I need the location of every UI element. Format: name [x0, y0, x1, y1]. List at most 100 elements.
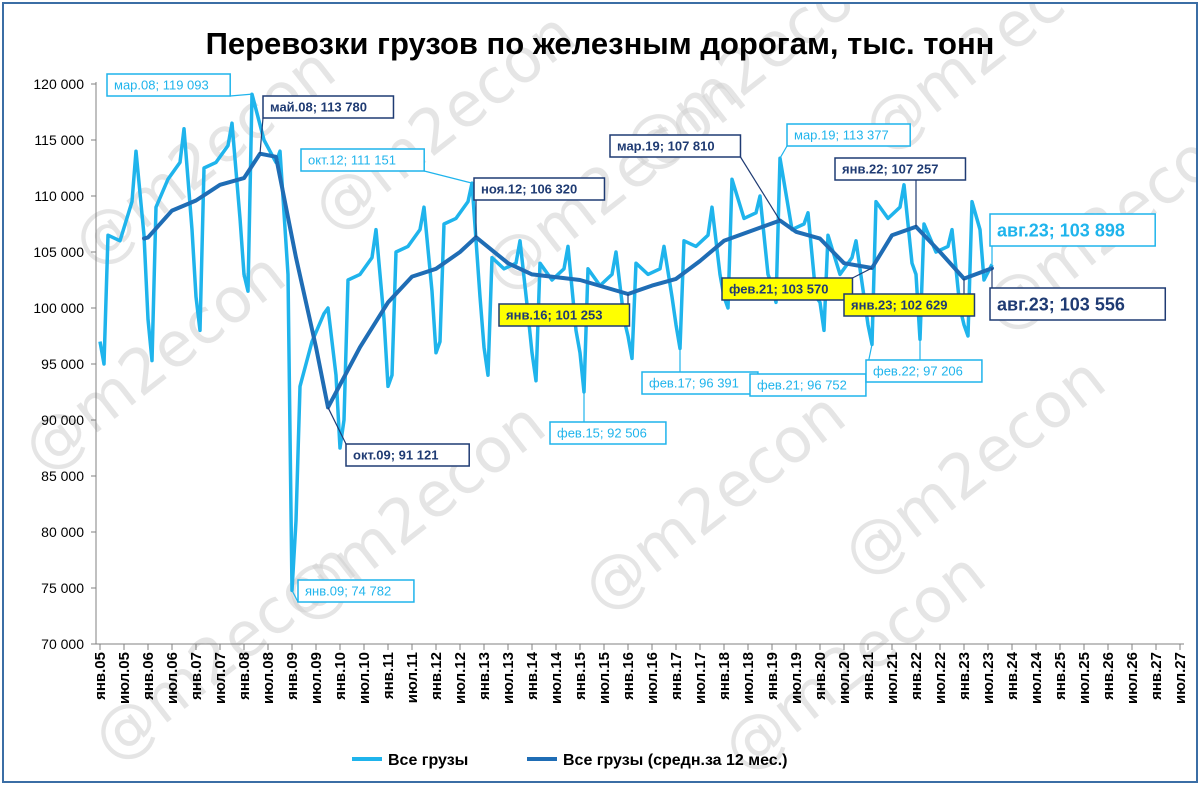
- annotation-a15: фев.22; 97 206: [865, 339, 983, 383]
- x-tick-label: июл.26: [1124, 652, 1141, 704]
- x-tick-label: июл.20: [836, 652, 853, 704]
- x-tick-label: июл.10: [356, 652, 373, 704]
- y-tick-label: 85 000: [41, 468, 84, 484]
- x-tick-label: июл.19: [788, 652, 805, 704]
- annotation-text: янв.23; 102 629: [851, 298, 947, 313]
- annotation-box: [834, 157, 967, 181]
- y-tick-label: 95 000: [41, 356, 84, 372]
- annotation-a5: мар.19; 107 810: [609, 134, 781, 221]
- annotation-text: окт.12; 111 151: [308, 153, 396, 168]
- x-tick-label: янв.07: [188, 652, 205, 700]
- annotation-box: [106, 73, 231, 97]
- x-tick-label: янв.22: [908, 652, 925, 700]
- x-tick-label: янв.23: [956, 652, 973, 700]
- x-tick-label: янв.09: [284, 652, 301, 700]
- legend-label-avg: Все грузы (средн.за 12 мес.): [563, 752, 787, 769]
- series-line-monthly: [98, 92, 994, 593]
- x-tick-label: июл.11: [404, 652, 421, 703]
- x-tick-label: июл.25: [1076, 652, 1093, 704]
- x-tick-label: янв.13: [476, 652, 493, 700]
- annotation-leader: [291, 590, 299, 603]
- y-tick-label: 105 000: [33, 244, 84, 260]
- annotation-text: янв.22; 107 257: [842, 162, 938, 177]
- x-tick-label: янв.05: [92, 652, 109, 700]
- y-tick-label: 115 000: [34, 132, 84, 148]
- annotation-text: фев.22; 97 206: [873, 364, 963, 379]
- annotations: мар.08; 119 093 май.08; 113 780 окт.12; 11…: [106, 73, 1167, 603]
- x-tick-label: июл.22: [932, 652, 949, 704]
- annotation-text: фев.15; 92 506: [557, 426, 647, 441]
- annotation-box: [498, 303, 631, 327]
- annotation-text: фев.21; 103 570: [729, 282, 828, 297]
- x-tick-label: июл.12: [452, 652, 469, 704]
- annotation-box: [721, 277, 854, 301]
- annotation-a4: ноя.12; 106 320: [473, 177, 606, 238]
- annotation-text: май.08; 113 780: [270, 100, 367, 115]
- legend: Все грузы Все грузы (средн.за 12 мес.): [352, 752, 787, 769]
- x-tick-label: янв.11: [380, 652, 397, 699]
- chart-title: Перевозки грузов по железным дорогам, ты…: [206, 26, 995, 61]
- x-tick-label: янв.18: [716, 652, 733, 700]
- annotation-leader: [327, 407, 347, 445]
- annotation-text: окт.09; 91 121: [353, 448, 438, 463]
- x-tick-label: июл.13: [500, 652, 517, 704]
- annotation-text: мар.08; 119 093: [114, 78, 209, 93]
- x-tick-label: июл.27: [1172, 652, 1189, 704]
- annotation-leader: [424, 170, 473, 184]
- annotation-box: [549, 421, 667, 445]
- x-tick-label: июл.14: [548, 651, 565, 704]
- x-tick-label: июл.21: [884, 652, 901, 704]
- x-tick-label: июл.07: [212, 652, 229, 704]
- x-tick-label: янв.19: [764, 652, 781, 700]
- x-tick-label: июл.16: [644, 652, 661, 704]
- annotation-text: авг.23; 103 556: [997, 294, 1125, 314]
- x-tick-label: июл.24: [1028, 651, 1045, 704]
- x-tick-label: июл.17: [692, 652, 709, 704]
- series-line-avg: [142, 151, 994, 410]
- annotation-box: [300, 148, 425, 172]
- annotation-text: мар.19; 107 810: [617, 139, 715, 154]
- annotation-text: авг.23; 103 898: [997, 220, 1125, 240]
- x-tick-label: июл.23: [980, 652, 997, 704]
- x-tick-label: янв.27: [1148, 652, 1165, 700]
- annotation-box: [297, 579, 415, 603]
- annotation-a9: авг.23; 103 556: [989, 268, 1167, 321]
- annotation-box: [262, 95, 395, 119]
- watermark-text: @m2econ: [78, 527, 368, 776]
- annotation-a16: фев.15; 92 506: [549, 391, 667, 445]
- annotation-box: [989, 213, 1156, 247]
- annotation-a10: фев.21; 103 570: [721, 267, 873, 301]
- annotation-a12: янв.16; 101 253: [498, 293, 631, 327]
- annotation-text: фев.17; 96 391: [649, 376, 739, 391]
- legend-label-monthly: Все грузы: [388, 752, 468, 769]
- x-tick-label: янв.08: [236, 652, 253, 700]
- annotation-a17: окт.09; 91 121: [327, 407, 470, 467]
- annotation-text: мар.19; 113 377: [794, 128, 889, 143]
- x-tick-label: июл.18: [740, 652, 757, 704]
- annotation-a1: мар.08; 119 093: [106, 73, 253, 97]
- y-tick-label: 110 000: [34, 188, 84, 204]
- annotation-box: [843, 293, 976, 317]
- annotation-text: янв.09; 74 782: [305, 584, 391, 599]
- annotation-leader: [739, 156, 781, 221]
- x-tick-label: янв.17: [668, 652, 685, 700]
- x-tick-label: июл.05: [116, 652, 133, 704]
- annotation-box: [786, 123, 911, 147]
- annotation-leader: [259, 117, 264, 154]
- annotation-leader: [779, 145, 788, 159]
- x-tick-label: янв.21: [860, 652, 877, 700]
- annotation-leader: [852, 267, 873, 279]
- x-tick-label: янв.06: [140, 652, 157, 700]
- x-axis-ticks: янв.05 июл.05 янв.06 июл.06 янв.07 июл.07 янв.…: [92, 644, 1189, 704]
- annotation-box: [749, 373, 867, 397]
- annotation-a11: янв.23; 102 629: [843, 278, 976, 317]
- annotation-text: янв.16; 101 253: [506, 308, 602, 323]
- x-tick-label: янв.26: [1100, 652, 1117, 700]
- annotation-leader: [230, 93, 253, 97]
- x-tick-label: янв.24: [1004, 651, 1021, 700]
- x-tick-label: янв.20: [812, 652, 829, 700]
- y-tick-label: 80 000: [41, 524, 84, 540]
- annotation-a6: мар.19; 113 377: [779, 123, 911, 159]
- y-tick-label: 70 000: [41, 636, 84, 652]
